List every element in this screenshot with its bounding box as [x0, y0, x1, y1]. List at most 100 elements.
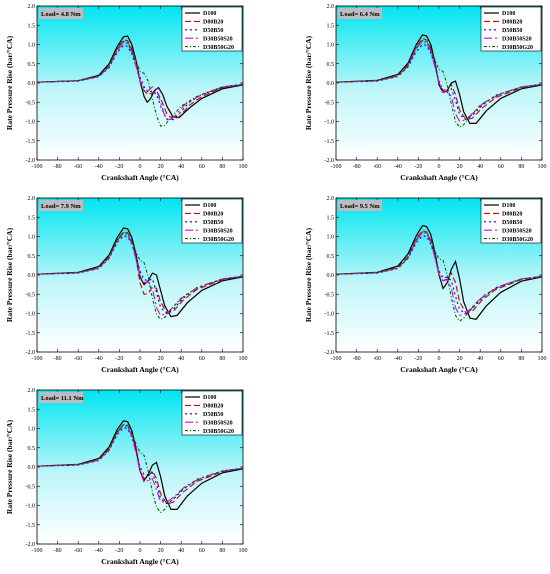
load-label-box: [338, 8, 382, 19]
chart-panel-3: -100 -80 -60 -40 -20 0 20 40 60 80 100 -2.0 -1.5 -1.0…: [5, 196, 248, 374]
x-tick-label: 40: [178, 164, 184, 170]
y-tick-label: 2.0: [327, 196, 335, 202]
legend-entry: D30B50S20: [203, 228, 233, 234]
legend-entry: D100: [203, 395, 216, 401]
load-label-box: [39, 200, 83, 211]
y-axis-label: Rate Pressure Rise (bar/°CA): [304, 35, 313, 130]
y-tick-label: 2.0: [28, 196, 36, 202]
x-tick-label: -60: [74, 164, 82, 170]
series-line-d30b50s20: [335, 40, 543, 123]
load-label: Load= 6.4 Nm: [340, 11, 380, 18]
y-tick-label: -0.5: [26, 484, 36, 490]
x-tick-label: 20: [158, 356, 164, 362]
x-tick-label: 40: [178, 548, 184, 554]
y-tick-label: -2.0: [325, 158, 335, 164]
x-tick-label: -60: [74, 548, 82, 554]
legend-entry: D30B50G20: [203, 429, 234, 435]
load-label-box: [39, 8, 83, 19]
y-tick-label: -1.0: [325, 120, 335, 126]
x-tick-label: -60: [373, 356, 381, 362]
x-tick-label: 60: [199, 548, 205, 554]
legend-box: [480, 6, 542, 52]
y-tick-label: 0.0: [28, 81, 36, 87]
x-tick-label: 100: [239, 356, 248, 362]
x-tick-label: -20: [414, 164, 422, 170]
y-tick-label: -1.5: [26, 523, 36, 529]
y-tick-label: 1.0: [28, 427, 36, 433]
y-tick-label: 0.0: [327, 81, 335, 87]
x-tick-label: -100: [32, 548, 43, 554]
y-tick-label: 0.0: [28, 465, 36, 471]
y-tick-label: 0.5: [28, 62, 36, 68]
legend-entry: D30B50S20: [502, 228, 532, 234]
y-tick-label: 0.0: [327, 273, 335, 279]
x-tick-label: 100: [239, 548, 248, 554]
x-tick-label: -20: [115, 164, 123, 170]
x-tick-label: -100: [32, 164, 43, 170]
y-tick-label: -1.0: [325, 312, 335, 318]
x-tick-label: 20: [457, 356, 463, 362]
x-tick-label: 100: [538, 164, 547, 170]
y-tick-label: 0.0: [28, 273, 36, 279]
series-line-d100: [36, 35, 244, 119]
y-tick-label: -1.0: [26, 312, 36, 318]
series-line-d30b50s20: [36, 232, 244, 317]
x-tick-label: 80: [518, 164, 524, 170]
x-tick-label: 40: [477, 164, 483, 170]
x-tick-label: -40: [95, 548, 103, 554]
legend-entry: D50B50: [502, 220, 522, 226]
legend-entry: D30B50G20: [502, 45, 533, 51]
legend-box: [181, 198, 243, 244]
y-tick-label: 0.5: [327, 254, 335, 260]
legend-entry: D100: [502, 203, 515, 209]
y-tick-label: -1.5: [325, 331, 335, 337]
series-line-d80b20: [36, 39, 244, 121]
x-tick-label: -20: [414, 356, 422, 362]
x-tick-label: 0: [438, 356, 441, 362]
y-tick-label: -1.0: [26, 120, 36, 126]
x-tick-label: 0: [139, 356, 142, 362]
chart-panel-2: -100 -80 -60 -40 -20 0 20 40 60 80 100 -2.0 -1.5 -1.0…: [304, 4, 547, 182]
x-axis-label: Crankshaft Angle (°CA): [101, 557, 179, 566]
y-tick-label: -0.5: [325, 292, 335, 298]
x-tick-label: 80: [518, 356, 524, 362]
y-tick-label: 1.5: [28, 215, 36, 221]
y-axis-label: Rate Pressure Rise (bar/°CA): [304, 227, 313, 322]
x-axis-label: Crankshaft Angle (°CA): [400, 365, 478, 374]
series-line-d30b50g20: [335, 231, 543, 322]
x-tick-label: -40: [95, 356, 103, 362]
x-axis-label: Crankshaft Angle (°CA): [101, 365, 179, 374]
x-tick-label: 0: [438, 164, 441, 170]
y-tick-label: 1.5: [28, 407, 36, 413]
y-tick-label: -1.5: [26, 139, 36, 145]
y-tick-label: 1.5: [327, 23, 335, 29]
x-tick-label: 20: [158, 164, 164, 170]
legend-box: [181, 390, 243, 436]
x-tick-label: -40: [394, 356, 402, 362]
y-tick-label: 1.0: [327, 43, 335, 49]
legend-entry: D80B20: [502, 212, 522, 218]
legend-entry: D30B50S20: [203, 36, 233, 42]
load-label: Load= 7.9 Nm: [41, 203, 81, 210]
x-tick-label: -80: [54, 356, 62, 362]
x-tick-label: 40: [178, 356, 184, 362]
load-label: Load= 9.5 Nm: [340, 203, 380, 210]
y-tick-label: -0.5: [26, 292, 36, 298]
x-tick-label: 100: [538, 356, 547, 362]
x-axis-label: Crankshaft Angle (°CA): [400, 173, 478, 182]
chart-panel-5: -100 -80 -60 -40 -20 0 20 40 60 80 100 -2.0 -1.5 -1.0…: [5, 388, 248, 566]
y-tick-label: -1.5: [26, 331, 36, 337]
legend-box: [181, 6, 243, 52]
legend-entry: D80B20: [203, 404, 223, 410]
y-axis-label: Rate Pressure Rise (bar/°CA): [5, 419, 14, 514]
series-line-d30b50g20: [36, 423, 244, 514]
y-tick-label: 1.0: [28, 235, 36, 241]
load-label: Load= 11.1 Nm: [41, 395, 84, 402]
x-tick-label: 100: [239, 164, 248, 170]
legend-entry: D80B20: [203, 212, 223, 218]
legend-entry: D30B50G20: [203, 45, 234, 51]
x-tick-label: 80: [219, 548, 225, 554]
x-tick-label: -80: [353, 356, 361, 362]
load-label-box: [338, 200, 382, 211]
y-tick-label: -2.0: [26, 542, 36, 548]
